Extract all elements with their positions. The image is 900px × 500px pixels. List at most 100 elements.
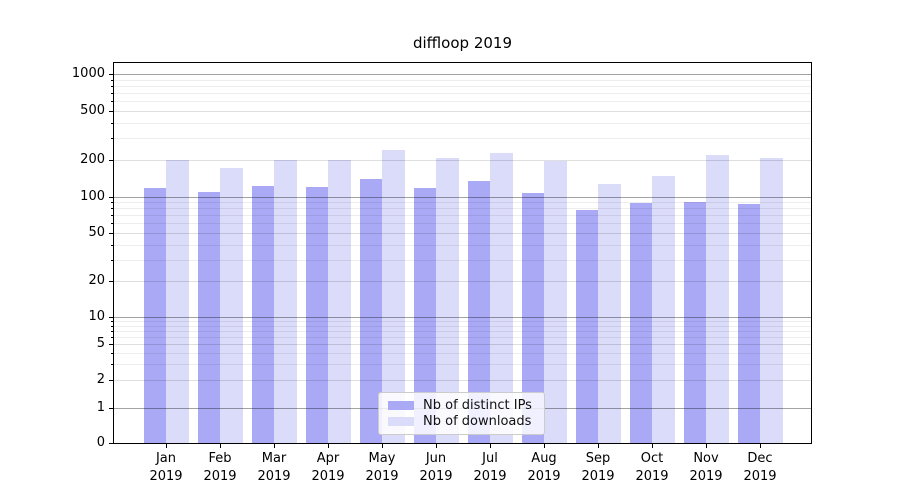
x-tick-mark: [706, 444, 707, 448]
gridline: [114, 110, 811, 112]
y-tick-label: 0: [96, 435, 105, 450]
x-tick-label: Nov 2019: [689, 451, 723, 484]
bar-downloads-mar: [274, 160, 297, 443]
legend-label-distinct-ips: Nb of distinct IPs: [423, 398, 532, 414]
y-tick-mark: [109, 344, 113, 346]
y-tick-label: 1: [96, 399, 105, 415]
gridline-minor: [114, 244, 811, 246]
bar-downloads-may: [382, 149, 405, 443]
bar-distinct-ips-jul: [467, 181, 490, 443]
legend-item-downloads: Nb of downloads: [388, 414, 535, 429]
y-minor-tick-mark: [111, 321, 113, 323]
gridline: [114, 159, 811, 161]
bar-downloads-jan: [166, 159, 189, 443]
y-minor-tick-mark: [111, 122, 113, 124]
y-minor-tick-mark: [111, 93, 113, 94]
y-tick-mark: [109, 407, 113, 409]
bar-downloads-nov: [706, 155, 729, 443]
x-tick-mark: [328, 444, 329, 448]
y-tick-label: 100: [80, 188, 105, 204]
gridline-minor: [114, 259, 811, 261]
y-tick-label: 500: [80, 102, 105, 118]
y-tick-label: 1000: [71, 66, 105, 81]
legend: Nb of distinct IPs Nb of downloads: [378, 392, 545, 435]
y-tick-mark: [109, 74, 113, 75]
bar-downloads-jul: [490, 152, 513, 443]
gridline-minor: [114, 122, 811, 124]
bar-downloads-aug: [544, 161, 567, 443]
y-minor-tick-mark: [111, 215, 113, 217]
gridline-minor: [114, 202, 811, 204]
x-tick-label: Dec 2019: [743, 451, 777, 484]
bar-distinct-ips-sep: [575, 209, 598, 443]
bar-downloads-feb: [220, 168, 243, 443]
x-tick-label: Apr 2019: [311, 451, 345, 484]
y-minor-tick-mark: [111, 331, 113, 333]
bar-distinct-ips-oct: [629, 202, 652, 443]
bar-distinct-ips-jan: [143, 188, 166, 443]
y-tick-mark: [109, 110, 113, 112]
gridline-major: [114, 317, 811, 318]
legend-swatch-distinct-ips: [388, 401, 414, 411]
legend-label-downloads: Nb of downloads: [423, 413, 532, 429]
y-tick-mark: [109, 159, 113, 161]
bar-downloads-dec: [760, 157, 783, 443]
y-tick-label: 200: [80, 151, 105, 167]
y-tick-label: 5: [96, 336, 105, 352]
x-tick-mark: [274, 444, 275, 448]
x-tick-mark: [652, 444, 653, 448]
x-tick-label: Jan 2019: [149, 451, 183, 484]
y-tick-label: 20: [88, 272, 105, 288]
bar-distinct-ips-nov: [683, 201, 706, 443]
y-minor-tick-mark: [111, 223, 113, 225]
gridline-minor: [114, 321, 811, 323]
bar-distinct-ips-may: [359, 179, 382, 443]
x-tick-label: Aug 2019: [527, 451, 561, 484]
x-tick-label: Jun 2019: [419, 451, 453, 484]
y-minor-tick-mark: [111, 353, 113, 354]
gridline-minor: [114, 215, 811, 217]
bar-downloads-sep: [598, 184, 621, 443]
gridline: [114, 232, 811, 234]
y-tick-mark: [109, 443, 113, 444]
gridline-major: [114, 74, 811, 75]
gridline-minor: [114, 331, 811, 333]
x-tick-label: Jul 2019: [473, 451, 507, 484]
y-tick-mark: [109, 280, 113, 282]
y-minor-tick-mark: [111, 364, 113, 366]
y-minor-tick-mark: [111, 244, 113, 246]
bar-downloads-oct: [652, 176, 675, 443]
x-tick-mark: [490, 444, 491, 448]
gridline: [114, 280, 811, 282]
y-tick-label: 50: [88, 224, 105, 240]
bar-distinct-ips-apr: [305, 186, 328, 443]
y-minor-tick-mark: [111, 79, 113, 81]
x-tick-label: Sep 2019: [581, 451, 615, 484]
gridline-minor: [114, 93, 811, 94]
y-minor-tick-mark: [111, 101, 113, 103]
x-tick-label: Oct 2019: [635, 451, 669, 484]
x-tick-mark: [382, 444, 383, 448]
x-tick-label: Feb 2019: [203, 451, 237, 484]
bar-distinct-ips-jun: [413, 187, 436, 443]
y-tick-label: 10: [88, 309, 105, 324]
gridline-minor: [114, 101, 811, 103]
gridline: [114, 344, 811, 346]
y-minor-tick-mark: [111, 138, 113, 140]
bar-distinct-ips-aug: [521, 192, 544, 443]
x-tick-label: May 2019: [365, 451, 399, 484]
gridline: [114, 380, 811, 382]
y-minor-tick-mark: [111, 337, 113, 339]
x-tick-mark: [166, 444, 167, 448]
chart-title: diffloop 2019: [412, 34, 512, 52]
legend-swatch-downloads: [388, 416, 414, 426]
x-tick-label: Mar 2019: [257, 451, 291, 484]
bar-distinct-ips-mar: [251, 185, 274, 443]
y-tick-mark: [109, 380, 113, 382]
gridline-minor: [114, 325, 811, 327]
gridline-minor: [114, 79, 811, 81]
gridline-minor: [114, 337, 811, 339]
y-tick-mark: [109, 317, 113, 318]
